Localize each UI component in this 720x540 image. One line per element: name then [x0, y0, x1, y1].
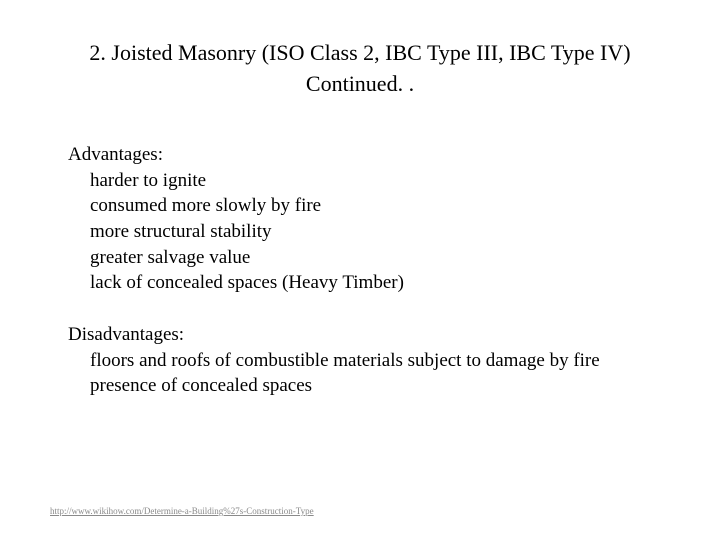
title-line-1: 2. Joisted Masonry (ISO Class 2, IBC Typ… [89, 40, 630, 65]
list-item: presence of concealed spaces [90, 373, 670, 399]
slide: 2. Joisted Masonry (ISO Class 2, IBC Typ… [0, 0, 720, 540]
list-item: floors and roofs of combustible material… [90, 348, 670, 374]
source-link[interactable]: http://www.wikihow.com/Determine-a-Build… [50, 506, 314, 516]
title-line-2: Continued. . [306, 71, 414, 96]
list-item: greater salvage value [90, 245, 670, 271]
disadvantages-list: floors and roofs of combustible material… [90, 348, 670, 399]
list-item: consumed more slowly by fire [90, 193, 670, 219]
advantages-list: harder to ignite consumed more slowly by… [90, 168, 670, 296]
list-item: harder to ignite [90, 168, 670, 194]
list-item: more structural stability [90, 219, 670, 245]
list-item: lack of concealed spaces (Heavy Timber) [90, 270, 670, 296]
advantages-label: Advantages: [68, 144, 670, 166]
disadvantages-label: Disadvantages: [68, 324, 670, 346]
slide-title: 2. Joisted Masonry (ISO Class 2, IBC Typ… [50, 38, 670, 100]
